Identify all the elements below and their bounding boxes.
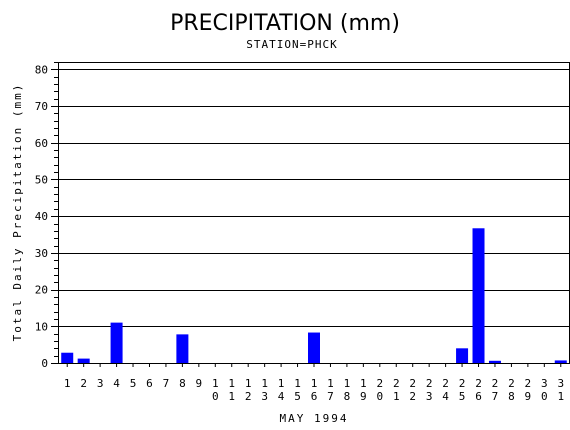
- x-tick-label-2: 2: [80, 377, 87, 390]
- y-axis-label: Total Daily Precipitation (mm): [11, 83, 24, 342]
- bar-day-2: [77, 358, 90, 363]
- y-tick-label: 40: [35, 210, 48, 223]
- y-tick-label: 50: [35, 173, 48, 186]
- bar-day-8: [176, 334, 189, 363]
- y-tick-label: 80: [35, 63, 48, 76]
- x-tick-label-4: 4: [113, 377, 120, 390]
- bar-day-27: [488, 360, 501, 363]
- x-axis-label: MAY 1994: [280, 412, 349, 425]
- x-tick-label-3: 3: [97, 377, 104, 390]
- y-tick-label: 10: [35, 320, 48, 333]
- bar-day-25: [456, 348, 469, 363]
- y-tick-label: 30: [35, 247, 48, 260]
- x-tick-label-9: 9: [196, 377, 203, 390]
- bar-day-1: [61, 352, 74, 363]
- x-tick-label-8: 8: [179, 377, 186, 390]
- gridlines: [58, 69, 570, 327]
- x-tick-label-6: 6: [146, 377, 153, 390]
- x-tick-label-5: 5: [130, 377, 137, 390]
- y-tick-label: 60: [35, 137, 48, 150]
- y-tick-labels: 0 10 20 30 40 50 60 70 80: [35, 63, 48, 370]
- y-tick-label: 70: [35, 100, 48, 113]
- bars: [61, 228, 567, 363]
- x-tick-label-1: 1: [64, 377, 71, 390]
- bar-day-16: [308, 332, 320, 363]
- axes: [51, 62, 570, 367]
- bar-day-26: [472, 228, 485, 363]
- y-tick-label: 0: [41, 357, 48, 370]
- x-tick-labels: 1 2 3 4 5 6 7 8 9 1 01 11 21 31 41 51 61 71 81 92 02 12 22 32 42…: [64, 377, 564, 403]
- bar-day-4: [110, 322, 123, 363]
- x-tick-label-7: 7: [163, 377, 170, 390]
- y-tick-label: 20: [35, 284, 48, 297]
- chart-subtitle: STATION=PHCK: [246, 38, 337, 51]
- bar-day-31: [554, 360, 567, 363]
- plot-frame: [58, 62, 570, 364]
- chart-title: PRECIPITATION (mm): [170, 11, 400, 36]
